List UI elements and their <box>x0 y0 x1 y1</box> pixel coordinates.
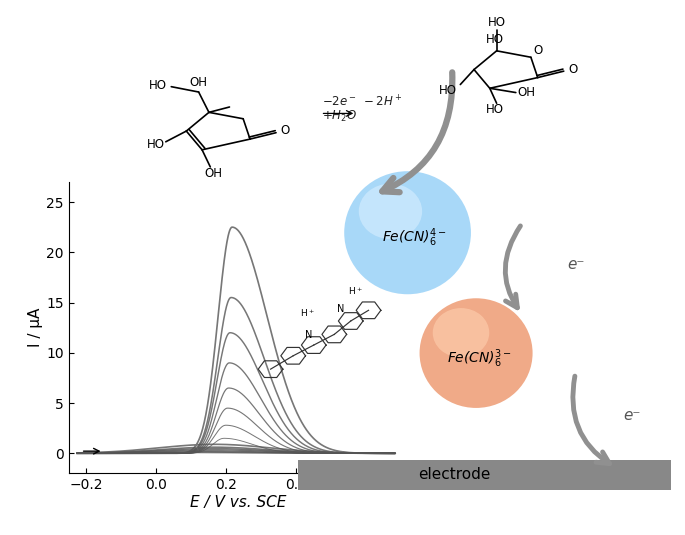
Text: $+ H_2O$: $+ H_2O$ <box>322 109 357 125</box>
Text: O: O <box>533 44 543 57</box>
Ellipse shape <box>419 298 533 408</box>
Text: electrode: electrode <box>419 467 491 483</box>
Text: OH: OH <box>518 86 536 99</box>
Text: Fe(CN)$_6^{3-}$: Fe(CN)$_6^{3-}$ <box>447 347 512 370</box>
Text: HO: HO <box>439 85 457 97</box>
Text: N: N <box>305 330 312 340</box>
Text: O: O <box>280 124 290 137</box>
Text: HO: HO <box>147 139 164 151</box>
Text: OH: OH <box>190 76 208 89</box>
Text: OH: OH <box>204 167 222 180</box>
Text: e⁻: e⁻ <box>623 408 640 423</box>
Text: $-2e^-\ -2H^+$: $-2e^-\ -2H^+$ <box>322 95 403 110</box>
Text: H$^+$: H$^+$ <box>348 286 362 297</box>
Ellipse shape <box>433 308 489 357</box>
Text: HO: HO <box>149 79 166 92</box>
Text: N: N <box>337 304 345 314</box>
X-axis label: E / V vs. SCE: E / V vs. SCE <box>190 495 286 510</box>
Text: HO: HO <box>486 103 504 116</box>
Text: HO: HO <box>488 16 506 29</box>
Ellipse shape <box>344 171 471 294</box>
Text: e⁻: e⁻ <box>567 257 584 272</box>
Bar <box>298 460 671 490</box>
Text: H$^+$: H$^+$ <box>300 307 314 319</box>
Text: O: O <box>568 63 577 75</box>
Text: HO: HO <box>486 33 504 45</box>
Text: Fe(CN)$_6^{4-}$: Fe(CN)$_6^{4-}$ <box>382 227 447 249</box>
Ellipse shape <box>359 184 422 239</box>
Y-axis label: I / μA: I / μA <box>28 308 43 347</box>
